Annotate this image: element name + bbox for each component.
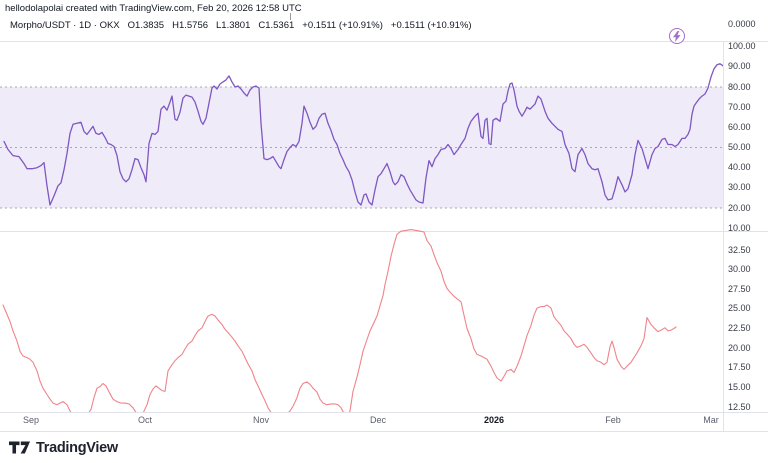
price-tick-label: 20.00 <box>728 342 751 353</box>
tradingview-logo-text: TradingView <box>36 439 118 456</box>
low-value: L1.3801 <box>216 20 251 31</box>
collapsed-price-scale-label: 0.0000 <box>728 19 756 29</box>
text-cursor-artifact <box>290 13 291 20</box>
high-value: H1.5756 <box>172 20 209 31</box>
price-tick-label: 30.00 <box>728 264 751 275</box>
pane-separator-top <box>0 41 768 42</box>
price-tick-label: 22.50 <box>728 323 751 333</box>
price-tick-label: 17.50 <box>728 362 751 373</box>
price-tick-label: 10.00 <box>728 222 751 233</box>
symbol-info-row: Morpho/USDT · 1D · OKX O1.3835 H1.5756 L… <box>10 20 472 31</box>
price-tick-label: 32.50 <box>728 244 751 255</box>
open-value: O1.3835 <box>127 20 165 31</box>
close-value: C1.5361 <box>258 20 295 31</box>
boost-button[interactable] <box>669 28 685 44</box>
price-tick-label: 60.00 <box>728 121 751 132</box>
series-line-pane-2 <box>2 229 677 412</box>
time-axis-label: 2026 <box>483 415 505 425</box>
price-tick-label: 25.00 <box>728 303 751 314</box>
price-tick-label: 50.00 <box>728 142 751 152</box>
attribution-line: hellodolapolai created with TradingView.… <box>5 3 302 14</box>
change-value-2: +0.1511 (+10.91%) <box>390 20 472 31</box>
price-tick-label: 100.00 <box>728 41 756 52</box>
price-tick-label: 40.00 <box>728 162 751 173</box>
tradingview-logo-icon <box>9 441 30 454</box>
price-tick-label: 30.00 <box>728 182 751 193</box>
price-tick-label: 12.50 <box>728 401 751 412</box>
price-tick-label: 27.50 <box>728 283 751 294</box>
time-axis-label: Feb <box>605 415 621 425</box>
time-axis-label: Nov <box>252 415 270 425</box>
price-tick-label: 20.00 <box>728 202 751 213</box>
widget-bottom-border <box>0 431 768 432</box>
symbol-summary: Morpho/USDT · 1D · OKX <box>10 20 120 31</box>
footer-bar: TradingView <box>0 432 768 463</box>
series-line-pane-1 <box>3 63 723 206</box>
tradingview-logo[interactable]: TradingView <box>9 440 118 456</box>
oscillator-pane-chart[interactable] <box>0 41 723 231</box>
lower-indicator-pane-chart[interactable] <box>0 226 723 412</box>
time-axis-label: Dec <box>369 415 387 425</box>
time-axis-label: Mar <box>703 415 719 425</box>
time-axis-border <box>0 412 768 413</box>
price-tick-label: 90.00 <box>728 61 751 72</box>
time-axis-label: Sep <box>22 415 40 425</box>
price-scale-border <box>723 41 724 432</box>
pane-separator-middle[interactable] <box>0 231 768 232</box>
price-tick-label: 80.00 <box>728 81 751 92</box>
time-axis-label: Oct <box>137 415 153 425</box>
price-tick-label: 15.00 <box>728 381 751 392</box>
lightning-icon <box>673 30 681 42</box>
price-tick-label: 70.00 <box>728 101 751 112</box>
change-value: +0.1511 (+10.91%) <box>302 20 383 31</box>
